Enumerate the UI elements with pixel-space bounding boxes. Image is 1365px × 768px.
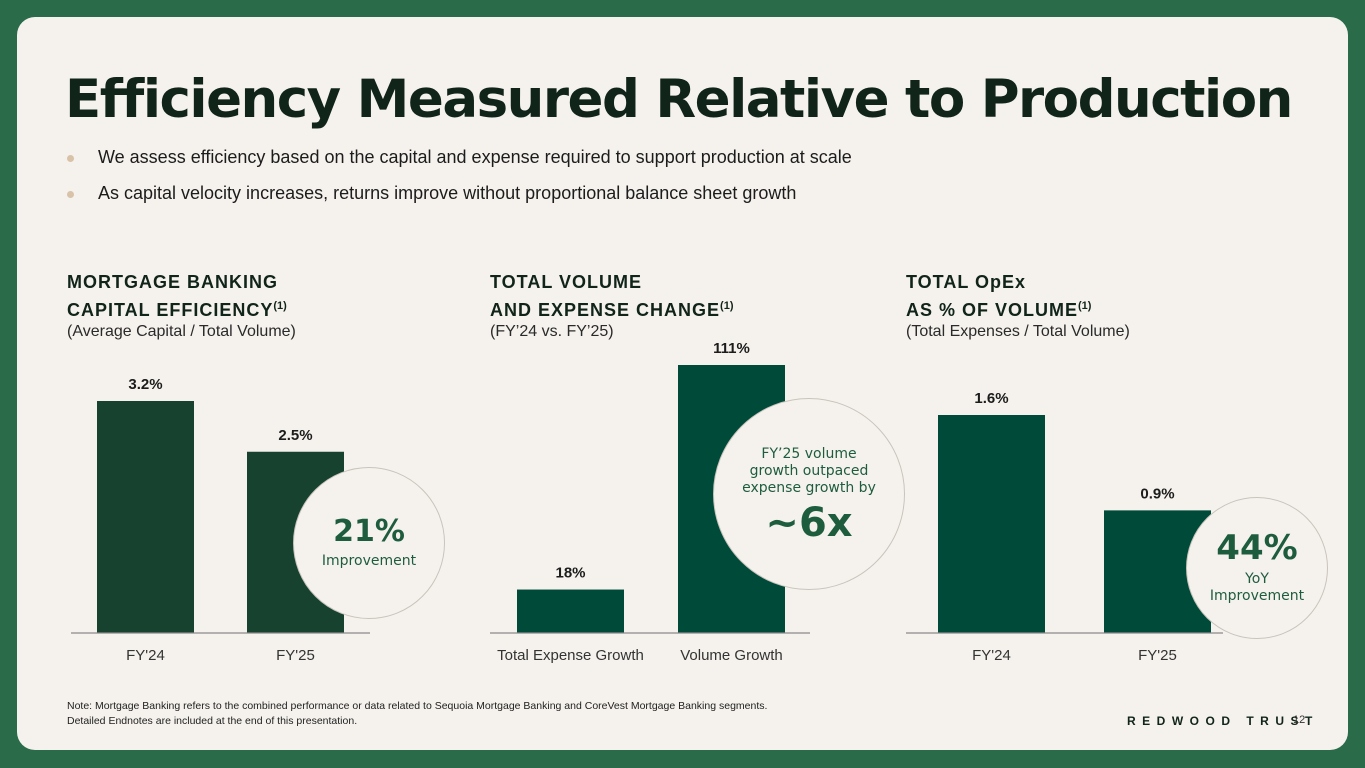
footnote-marker: (1) [720,300,734,312]
brand-logo: REDWOOD TRUST [1127,714,1319,728]
bullet-item: As capital velocity increases, returns i… [65,183,852,219]
panel-3-heading-line1: TOTAL OpEx [906,272,1027,292]
callout-improvement: 21% Improvement [293,467,445,619]
panel-1-heading: MORTGAGE BANKING CAPITAL EFFICIENCY(1) [67,270,287,322]
page-number: 12 [1293,714,1306,726]
panel-2-heading-line2: AND EXPENSE CHANGE [490,300,721,320]
panel-2-heading-line1: TOTAL VOLUME [490,272,643,292]
category-label: Volume Growth [680,647,783,664]
bar [938,415,1045,633]
bar [97,401,194,633]
category-label: FY'25 [276,647,315,664]
panel-1-heading-line1: MORTGAGE BANKING [67,272,278,292]
panel-3-subtitle: (Total Expenses / Total Volume) [906,323,1130,340]
category-label: FY'24 [972,647,1011,664]
panel-3-heading-line2: AS % OF VOLUME [906,300,1079,320]
callout-value: 44% [1216,528,1298,568]
callout-value: 21% [333,513,405,549]
callout-yoy-improvement: 44% YoY Improvement [1186,497,1328,639]
footnote-text: Note: Mortgage Banking refers to the com… [67,699,767,729]
category-label: Total Expense Growth [497,647,644,664]
panel-2-heading: TOTAL VOLUME AND EXPENSE CHANGE(1) [490,270,734,322]
bar-value-label: 3.2% [128,376,162,393]
callout-label: Improvement [321,552,417,569]
bar-value-label: 18% [555,565,585,582]
panel-1-heading-line2: CAPITAL EFFICIENCY [67,300,274,320]
category-label: FY'24 [126,647,165,664]
footnote-marker: (1) [1078,300,1092,312]
slide-card: Efficiency Measured Relative to Producti… [17,17,1348,750]
footnote-marker: (1) [273,300,287,312]
category-label: FY'25 [1138,647,1177,664]
callout-volume-growth: FY’25 volume growth outpaced expense gro… [713,398,905,590]
page-title: Efficiency Measured Relative to Producti… [65,69,1293,130]
bar-value-label: 1.6% [974,390,1008,407]
note-line: Note: Mortgage Banking refers to the com… [67,700,768,712]
bullet-list: We assess efficiency based on the capita… [65,147,852,219]
note-line: Detailed Endnotes are included at the en… [67,715,358,727]
panel-3-heading: TOTAL OpEx AS % OF VOLUME(1) [906,270,1091,322]
callout-value: ~6x [765,499,853,546]
bullet-item: We assess efficiency based on the capita… [65,147,852,183]
bar-value-label: 111% [713,340,750,357]
callout-label: FY’25 volume growth outpaced expense gro… [742,445,876,496]
bar [517,589,624,633]
bar-charts: 3.2% FY'24 2.5% FY'25 18% Total Expense Growt… [71,340,1223,664]
bar-value-label: 0.9% [1140,485,1174,502]
callout-label: YoY Improvement [1209,571,1305,604]
panel-1-subtitle: (Average Capital / Total Volume) [67,323,296,340]
panel-2-subtitle: (FY’24 vs. FY’25) [490,323,614,340]
bar-value-label: 2.5% [278,427,312,444]
